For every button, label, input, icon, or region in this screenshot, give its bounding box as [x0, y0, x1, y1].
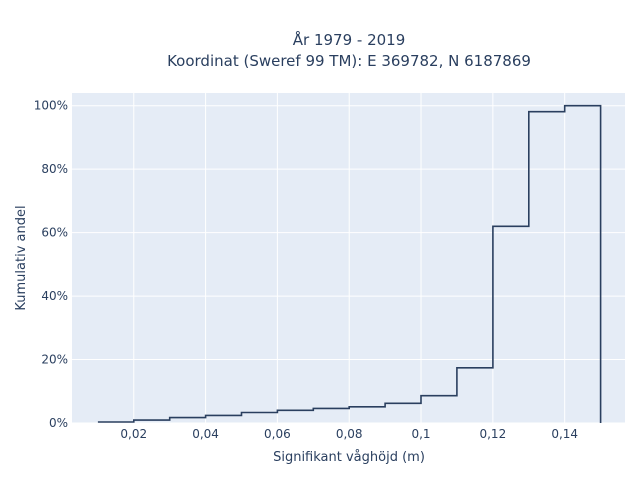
y-tick-label: 100%: [34, 99, 68, 113]
y-axis-ticks: 0% 20% 40% 60% 80% 100%: [34, 99, 68, 430]
y-tick-label: 60%: [41, 226, 68, 240]
y-tick-label: 20%: [41, 353, 68, 367]
cumulative-step-line: [97, 104, 602, 423]
y-tick-label: 0%: [49, 416, 68, 430]
x-tick-label: 0,06: [264, 427, 291, 441]
x-tick-label: 0,04: [192, 427, 219, 441]
x-tick-label: 0,02: [120, 427, 147, 441]
x-tick-label: 0,12: [479, 427, 506, 441]
y-axis-title: Kumulativ andel: [14, 205, 29, 310]
x-tick-label: 0,08: [336, 427, 363, 441]
plot-area-background: [72, 93, 625, 423]
x-axis-ticks: 0,02 0,04 0,06 0,08 0,1 0,12 0,14: [120, 427, 578, 441]
x-tick-label: 0,1: [411, 427, 430, 441]
y-tick-label: 80%: [41, 162, 68, 176]
chart-title-line-1: År 1979 - 2019: [293, 30, 406, 49]
y-tick-label: 40%: [41, 289, 68, 303]
x-axis-title: Signifikant våghöjd (m): [273, 450, 425, 465]
x-tick-label: 0,14: [551, 427, 578, 441]
chart-title-line-2: Koordinat (Sweref 99 TM): E 369782, N 61…: [167, 52, 531, 70]
